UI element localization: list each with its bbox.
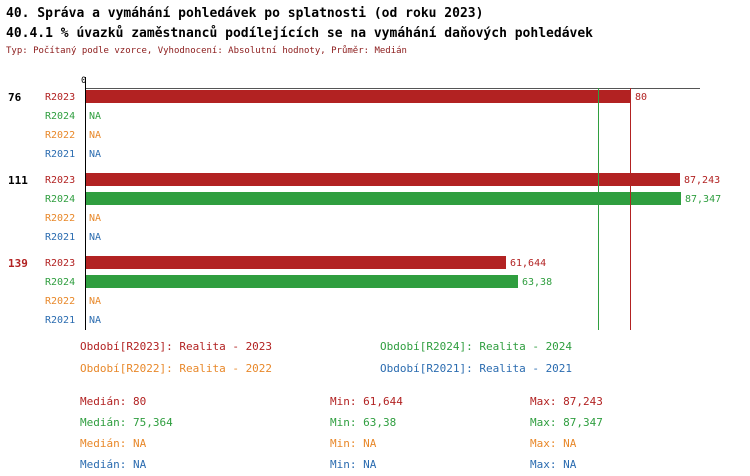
row-period-label: R2024 [45, 277, 76, 288]
stat-median-r2022: Medián: NA [80, 437, 147, 450]
bar-value-label: 63,38 [522, 277, 553, 288]
row-period-label: R2021 [45, 232, 76, 243]
stats-table: Medián: 80 Min: 61,644 Max: 87,243 Mediá… [0, 392, 750, 476]
group-id-label: 139 [8, 257, 28, 270]
bar-r2024 [86, 192, 681, 205]
reference-line-r2024 [598, 88, 599, 330]
row-period-label: R2023 [45, 92, 76, 103]
row-period-label: R2023 [45, 175, 76, 186]
legend-item-r2022: Období[R2022]: Realita - 2022 [80, 362, 273, 375]
group-id-label: 111 [8, 174, 28, 187]
stat-median-r2024: Medián: 75,364 [80, 416, 173, 429]
stat-min-r2023: Min: 61,644 [330, 395, 403, 408]
stat-min-r2022: Min: NA [330, 437, 377, 450]
bar-value-label: 87,243 [684, 175, 721, 186]
na-label: NA [89, 111, 102, 122]
plot-area: 0 76 R2023 80 R2024 NA R2022 NA R2021 NA 111 R2023 8… [0, 74, 750, 336]
report-title: 40. Správa a vymáhání pohledávek po spla… [6, 6, 484, 21]
row-period-label: R2022 [45, 296, 76, 307]
na-label: NA [89, 130, 102, 141]
na-label: NA [89, 232, 102, 243]
group-id-label: 76 [8, 91, 22, 104]
row-period-label: R2022 [45, 130, 76, 141]
plot-top-line [85, 88, 700, 89]
legend-item-r2023: Období[R2023]: Realita - 2023 [80, 340, 273, 353]
x-axis-zero-label: 0 [81, 76, 87, 86]
row-period-label: R2021 [45, 149, 76, 160]
row-period-label: R2023 [45, 258, 76, 269]
row-period-label: R2024 [45, 111, 76, 122]
stat-median-r2021: Medián: NA [80, 458, 147, 471]
indicator-title: 40.4.1 % úvazků zaměstnanců podílejících… [6, 26, 593, 41]
row-period-label: R2022 [45, 213, 76, 224]
stat-min-r2021: Min: NA [330, 458, 377, 471]
y-axis-line [85, 77, 86, 330]
bar-r2023 [86, 90, 631, 103]
stat-max-r2023: Max: 87,243 [530, 395, 603, 408]
row-period-label: R2021 [45, 315, 76, 326]
legend-item-r2021: Období[R2021]: Realita - 2021 [380, 362, 573, 375]
na-label: NA [89, 213, 102, 224]
report-header: 40. Správa a vymáhání pohledávek po spla… [6, 4, 593, 56]
reference-line-r2023 [630, 88, 631, 330]
chart-subtitle: Typ: Počítaný podle vzorce, Vyhodnocení:… [6, 46, 407, 56]
bar-r2024 [86, 275, 518, 288]
legend: Období[R2023]: Realita - 2023 Období[R20… [0, 338, 750, 382]
na-label: NA [89, 315, 102, 326]
stat-min-r2024: Min: 63,38 [330, 416, 397, 429]
stat-max-r2021: Max: NA [530, 458, 577, 471]
bar-value-label: 61,644 [510, 258, 547, 269]
na-label: NA [89, 149, 102, 160]
bar-value-label: 87,347 [685, 194, 722, 205]
bar-r2023 [86, 256, 506, 269]
na-label: NA [89, 296, 102, 307]
stat-max-r2024: Max: 87,347 [530, 416, 603, 429]
bar-value-label: 80 [635, 92, 648, 103]
stat-max-r2022: Max: NA [530, 437, 577, 450]
bar-r2023 [86, 173, 680, 186]
legend-item-r2024: Období[R2024]: Realita - 2024 [380, 340, 573, 353]
row-period-label: R2024 [45, 194, 76, 205]
stat-median-r2023: Medián: 80 [80, 395, 147, 408]
